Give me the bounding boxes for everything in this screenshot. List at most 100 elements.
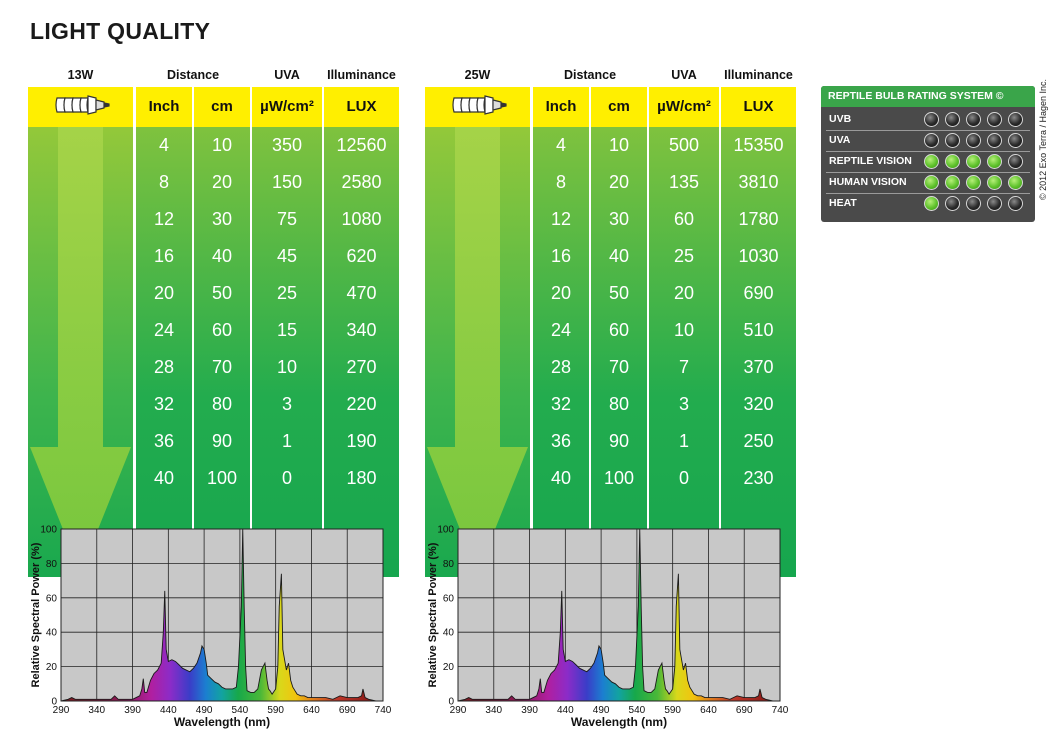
rating-dot-unlit xyxy=(1008,154,1023,169)
rating-dot-lit xyxy=(966,154,981,169)
cm-cell: 90 xyxy=(608,431,630,451)
lux-cell: 690 xyxy=(743,283,774,303)
cm-cell: 70 xyxy=(608,357,630,377)
lux-cell: 250 xyxy=(743,431,774,451)
x-tick-label: 590 xyxy=(267,705,284,716)
rating-title: REPTILE BULB RATING SYSTEM © xyxy=(821,86,1035,107)
x-tick-label: 390 xyxy=(124,705,141,716)
uva-cell: 45 xyxy=(276,246,298,266)
page-title: LIGHT QUALITY xyxy=(30,18,211,44)
inch-cell: 4 xyxy=(158,135,169,155)
x-tick-label: 340 xyxy=(88,705,105,716)
y-tick-label: 60 xyxy=(46,593,58,604)
rating-dot-unlit xyxy=(924,133,939,148)
rating-dot-unlit xyxy=(966,112,981,127)
uva-cell: 25 xyxy=(673,246,695,266)
uva-cell: 20 xyxy=(673,283,695,303)
y-axis-label: Relative Spectral Power (%) xyxy=(427,542,439,687)
y-tick-label: 100 xyxy=(40,525,57,536)
cfl-bulb-icon xyxy=(55,95,110,115)
rating-label: HUMAN VISION xyxy=(829,176,907,188)
lux-cell: 1030 xyxy=(738,246,779,266)
inch-cell: 24 xyxy=(153,320,175,340)
y-tick-label: 0 xyxy=(448,697,454,708)
inch-label: Inch xyxy=(148,98,180,115)
x-tick-label: 640 xyxy=(303,705,320,716)
plot-border xyxy=(60,528,384,702)
lux-cell: 320 xyxy=(743,394,774,414)
lux-cell: 270 xyxy=(346,357,377,377)
lux-cell: 1780 xyxy=(738,209,779,229)
cfl-bulb-icon xyxy=(452,95,507,115)
plot-area xyxy=(61,529,383,701)
x-tick-label: 490 xyxy=(196,705,213,716)
distance-arrow-panel xyxy=(425,127,530,577)
rating-row-uvb: UVB xyxy=(826,110,1030,129)
lux-cell: 1080 xyxy=(341,209,382,229)
plot-area xyxy=(458,529,780,701)
cm-cell: 80 xyxy=(608,394,630,414)
uva-header: UVA xyxy=(274,68,300,82)
rating-dot-unlit xyxy=(987,112,1002,127)
y-tick-label: 80 xyxy=(46,559,58,570)
spectral-power-chart-25w: 290 340 390 440 490 540 590 640 690 740 0 20 40 60 80 1… xyxy=(427,525,789,730)
rating-dot-unlit xyxy=(987,196,1002,211)
rating-dot-unlit xyxy=(1008,112,1023,127)
uva-cell: 3 xyxy=(281,394,292,414)
rating-dot-unlit xyxy=(966,133,981,148)
cm-cell: 10 xyxy=(211,135,233,155)
cm-cell: 20 xyxy=(211,172,233,192)
uva-cell: 10 xyxy=(276,357,298,377)
uva-cell: 150 xyxy=(271,172,303,192)
uva-unit-band xyxy=(252,87,322,127)
inch-cell: 12 xyxy=(153,209,175,229)
x-tick-label: 690 xyxy=(339,705,356,716)
y-tick-label: 40 xyxy=(443,628,455,639)
cm-column: 10 20 30 40 50 60 70 80 90 100 xyxy=(194,127,250,577)
inch-cell: 32 xyxy=(550,394,572,414)
cm-label: cm xyxy=(608,98,630,115)
rating-row-human-vision: HUMAN VISION xyxy=(826,173,1030,192)
inch-cell: 8 xyxy=(158,172,169,192)
cm-cell: 20 xyxy=(608,172,630,192)
illuminance-header: Illuminance xyxy=(724,68,793,82)
reptile-bulb-rating: REPTILE BULB RATING SYSTEM © UVB UVA REPTI… xyxy=(821,86,1035,222)
rating-row-uva: UVA xyxy=(826,131,1030,150)
uva-cell: 0 xyxy=(281,468,292,488)
inch-cell: 12 xyxy=(550,209,572,229)
lux-cell: 340 xyxy=(346,320,377,340)
rating-dot-unlit xyxy=(945,112,960,127)
lux-cell: 220 xyxy=(346,394,377,414)
x-tick-label: 740 xyxy=(772,705,789,716)
uva-cell: 1 xyxy=(678,431,689,451)
rating-dot-unlit xyxy=(945,196,960,211)
x-tick-label: 290 xyxy=(53,705,70,716)
uva-cell: 350 xyxy=(271,135,303,155)
cm-cell: 50 xyxy=(211,283,233,303)
cm-cell: 10 xyxy=(608,135,630,155)
y-tick-label: 20 xyxy=(443,662,455,673)
x-tick-label: 590 xyxy=(664,705,681,716)
lux-cell: 3810 xyxy=(738,172,779,192)
cm-cell: 80 xyxy=(211,394,233,414)
wattage-label: 13W xyxy=(67,68,94,82)
uva-header: UVA xyxy=(671,68,697,82)
cm-band xyxy=(591,87,647,127)
rating-dot-unlit xyxy=(924,112,939,127)
lux-cell: 12560 xyxy=(336,135,387,155)
uva-unit-label: µW/cm² xyxy=(657,98,711,115)
y-tick-label: 40 xyxy=(46,628,58,639)
cm-cell: 30 xyxy=(608,209,630,229)
rating-dot-unlit xyxy=(987,133,1002,148)
cm-cell: 50 xyxy=(608,283,630,303)
inch-cell: 36 xyxy=(153,431,175,451)
inch-band xyxy=(533,87,589,127)
uva-cell: 60 xyxy=(673,209,695,229)
inch-cell: 28 xyxy=(550,357,572,377)
uva-unit-label: µW/cm² xyxy=(260,98,314,115)
cm-cell: 30 xyxy=(211,209,233,229)
uva-column: 350 150 75 45 25 15 10 3 1 0 xyxy=(252,127,322,577)
inch-cell: 4 xyxy=(555,135,566,155)
uva-cell: 500 xyxy=(668,135,700,155)
uva-cell: 25 xyxy=(276,283,298,303)
